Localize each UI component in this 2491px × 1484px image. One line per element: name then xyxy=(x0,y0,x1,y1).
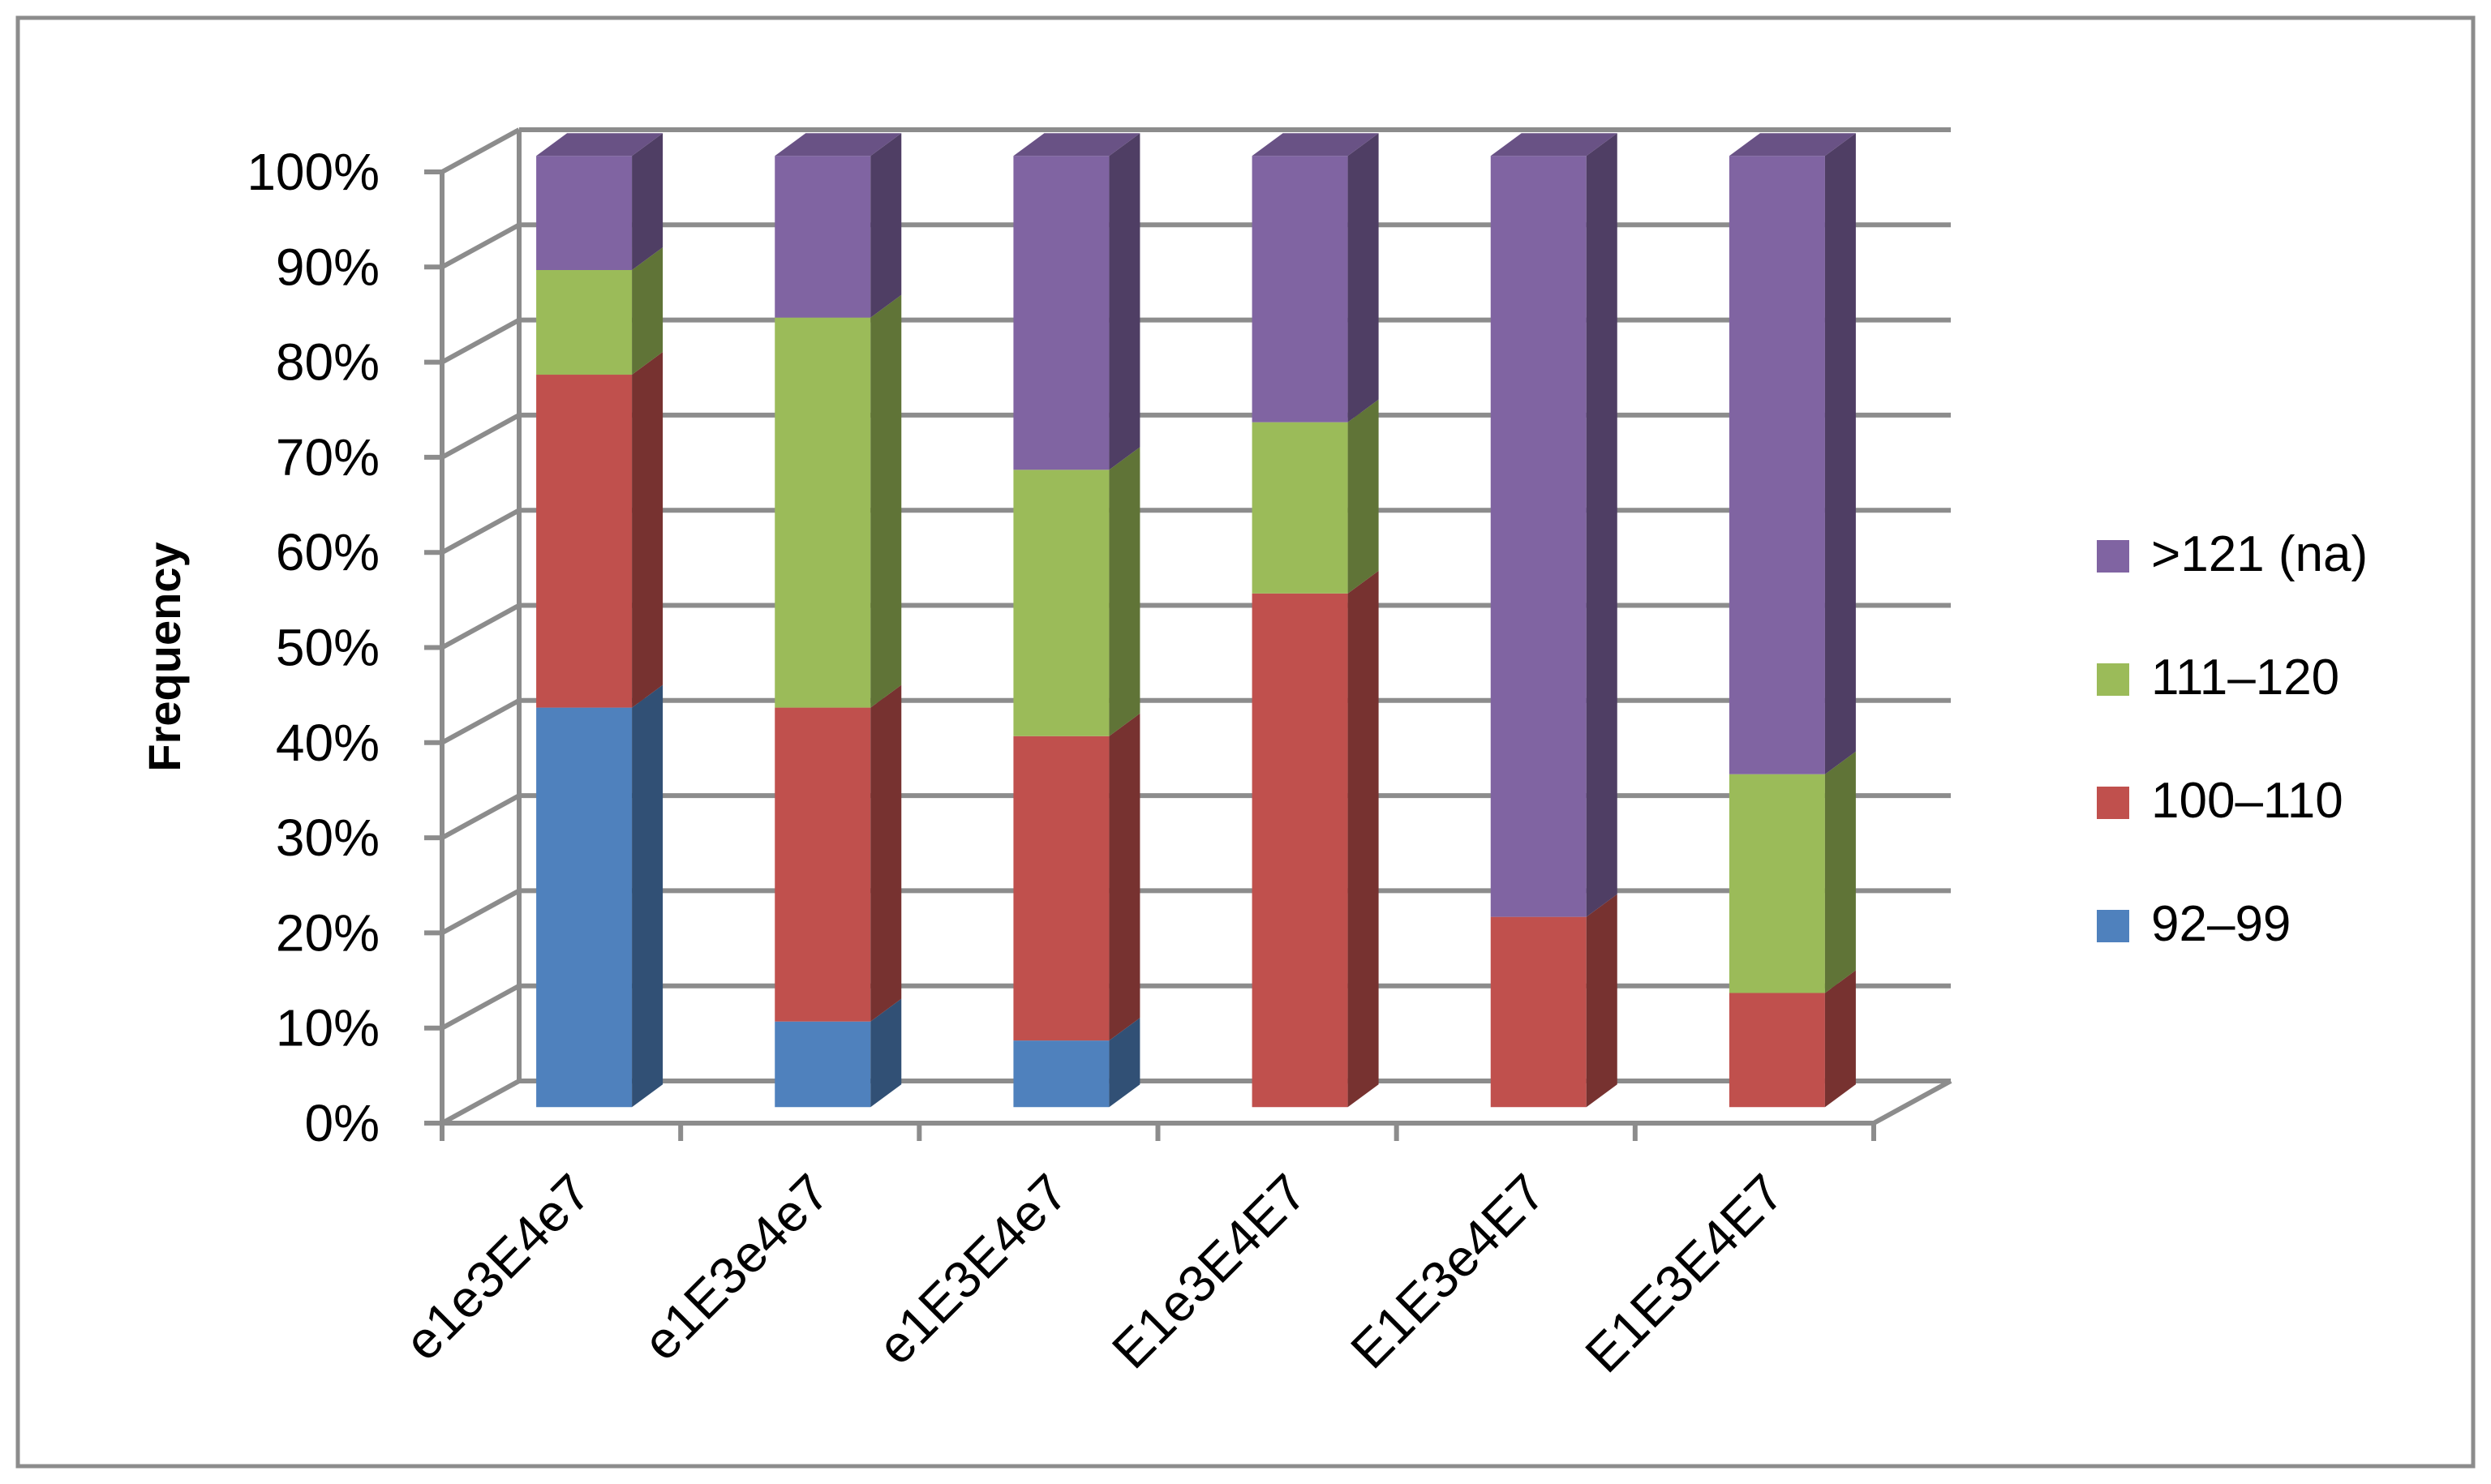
bar-segment-front xyxy=(536,156,633,270)
bar-segment-side xyxy=(1109,1018,1140,1108)
bar-segment-front xyxy=(1490,916,1587,1108)
bar-segment-side xyxy=(870,998,902,1108)
legend: >121 (na) 111–120 100–110 92–99 xyxy=(2097,526,2368,952)
y-tick-label: 100% xyxy=(247,143,380,201)
legend-swatch xyxy=(2097,787,2129,819)
bar-stack xyxy=(1490,133,1617,1108)
bar-segment-front xyxy=(1729,156,1825,774)
y-tick-label: 90% xyxy=(276,238,380,296)
y-tick-label: 80% xyxy=(276,333,380,392)
bar-segment-side xyxy=(632,684,664,1108)
legend-label: 92–99 xyxy=(2151,896,2291,952)
bar-segment-front xyxy=(1252,593,1348,1108)
y-axis-title: Frequency xyxy=(139,542,190,771)
bar-segment-front xyxy=(1013,156,1110,470)
bar-stack xyxy=(536,133,664,1108)
bar-segment-front xyxy=(1013,736,1110,1041)
y-tick-label: 0% xyxy=(305,1094,380,1152)
bar-segment-side xyxy=(632,133,664,270)
gridline-diagonal xyxy=(440,603,521,650)
bar-segment-side xyxy=(1586,133,1617,917)
bar-segment-side xyxy=(1586,894,1617,1108)
bar-segment-front xyxy=(775,1021,871,1108)
gridline-diagonal xyxy=(440,413,521,460)
bars xyxy=(536,133,1856,1108)
legend-swatch xyxy=(2097,910,2129,942)
bar-segment-front xyxy=(1490,156,1587,917)
gridline-diagonal xyxy=(440,1079,521,1126)
y-tick-label: 50% xyxy=(276,619,380,677)
bar-stack xyxy=(1013,133,1140,1108)
legend-swatch xyxy=(2097,663,2129,696)
bar-segment-side xyxy=(1824,970,1856,1108)
bar-segment-side xyxy=(632,352,664,708)
y-axis-tick-labels: 0% 10% 20% 30% 40% 50% 60% 70% 80% 90% 100% xyxy=(247,143,380,1152)
bar-segment-side xyxy=(1347,399,1379,594)
bar-segment-front xyxy=(536,707,633,1108)
bar-segment-side xyxy=(1347,570,1379,1108)
bar-segment-side xyxy=(870,684,902,1022)
bar-segment-side xyxy=(870,133,902,318)
gridline-diagonal xyxy=(440,317,521,365)
bar-top-face xyxy=(536,133,664,157)
bar-stack xyxy=(1729,133,1856,1108)
legend-swatch xyxy=(2097,540,2129,573)
legend-label: >121 (na) xyxy=(2151,526,2368,582)
bar-segment-side xyxy=(1109,447,1140,736)
bar-top-face xyxy=(1729,133,1856,157)
bar-segment-side xyxy=(1109,133,1140,470)
bar-segment-front xyxy=(1729,774,1825,993)
gridline-diagonal xyxy=(440,793,521,840)
gridlines xyxy=(440,127,1952,1126)
floor-edge xyxy=(1872,1079,1952,1126)
bar-top-face xyxy=(1490,133,1617,157)
bar-segment-front xyxy=(775,156,871,318)
bar-top-face xyxy=(1252,133,1379,157)
gridline-diagonal xyxy=(440,222,521,269)
axes xyxy=(424,169,1876,1141)
bar-segment-front xyxy=(1252,422,1348,594)
gridline-diagonal xyxy=(440,127,521,174)
y-tick-label: 30% xyxy=(276,808,380,867)
legend-label: 100–110 xyxy=(2151,773,2343,829)
bar-segment-front xyxy=(1013,1040,1110,1108)
bar-segment-side xyxy=(870,294,902,708)
legend-label: 111–120 xyxy=(2151,650,2339,706)
bar-segment-front xyxy=(775,317,871,708)
gridline-diagonal xyxy=(440,508,521,555)
bar-stack xyxy=(775,133,902,1108)
bar-segment-front xyxy=(775,707,871,1022)
bar-segment-front xyxy=(1013,470,1110,736)
bar-segment-side xyxy=(1109,713,1140,1041)
gridline-diagonal xyxy=(440,698,521,745)
gridline-diagonal xyxy=(440,888,521,936)
bar-segment-side xyxy=(632,247,664,375)
y-tick-label: 60% xyxy=(276,523,380,581)
y-tick-label: 10% xyxy=(276,999,380,1057)
bar-segment-front xyxy=(536,375,633,708)
bar-segment-front xyxy=(1252,156,1348,422)
bar-top-face xyxy=(1013,133,1140,157)
bar-segment-side xyxy=(1347,133,1379,422)
y-tick-label: 20% xyxy=(276,903,380,962)
y-tick-label: 70% xyxy=(276,428,380,487)
bar-segment-side xyxy=(1824,133,1856,774)
y-tick-label: 40% xyxy=(276,714,380,772)
gridline-diagonal xyxy=(440,984,521,1031)
bar-top-face xyxy=(775,133,902,157)
bar-segment-front xyxy=(536,270,633,375)
bar-stack xyxy=(1252,133,1379,1108)
bar-segment-side xyxy=(1824,751,1856,993)
bar-segment-front xyxy=(1729,993,1825,1108)
